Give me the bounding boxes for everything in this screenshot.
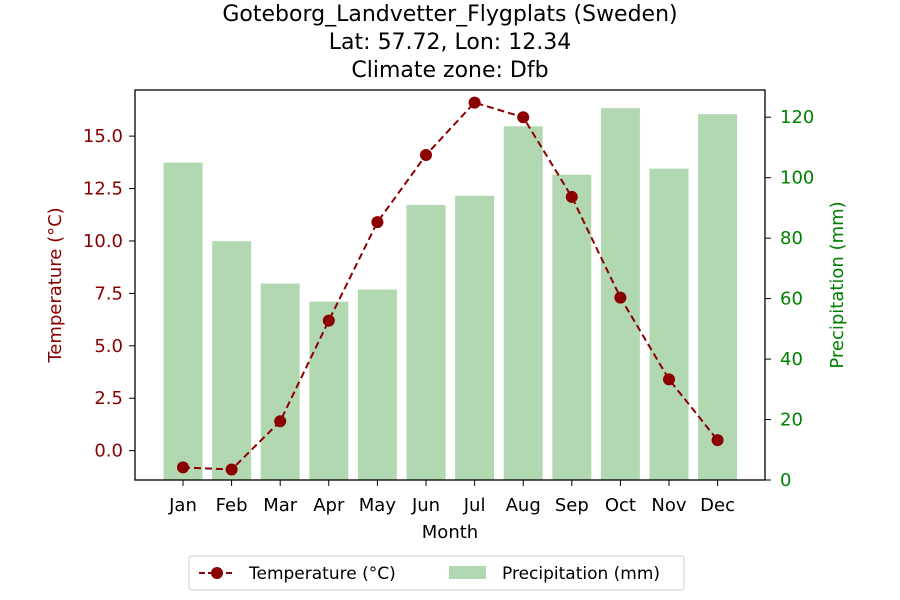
legend-temperature-label: Temperature (°C) — [248, 564, 396, 584]
x-tick-label: Jan — [168, 495, 197, 516]
temperature-line — [177, 96, 724, 476]
x-tick-label: Jun — [411, 495, 440, 516]
precipitation-bar-may — [357, 289, 397, 480]
title-line-1: Goteborg_Landvetter_Flygplats (Sweden) — [222, 2, 677, 27]
left-tick-label: 2.5 — [94, 388, 123, 409]
precipitation-bar-apr — [309, 301, 349, 480]
precipitation-bar-dec — [698, 114, 738, 481]
temperature-point-jul — [468, 96, 481, 109]
temperature-point-oct — [614, 291, 627, 304]
right-tick-label: 20 — [780, 410, 803, 431]
x-tick-label: Mar — [263, 495, 298, 516]
left-axis-label: Temperature (°C) — [45, 207, 66, 363]
right-tick-label: 120 — [780, 107, 814, 128]
plot-area-frame — [134, 89, 766, 481]
legend-box — [188, 555, 685, 591]
temperature-point-apr — [322, 314, 335, 327]
title-line-2: Lat: 57.72, Lon: 12.34 — [329, 30, 571, 55]
left-tick-label: 10.0 — [83, 231, 123, 252]
precipitation-bars — [163, 108, 738, 481]
temperature-point-jun — [420, 149, 432, 161]
left-tick-label: 5.0 — [94, 336, 123, 357]
precipitation-bar-jun — [406, 204, 446, 480]
precipitation-bar-nov — [649, 168, 689, 480]
x-axis-ticks: Jan Feb Mar Apr May Jun Jul Aug Sep Oct Nov Dec — [168, 480, 735, 516]
legend-precipitation-label: Precipitation (mm) — [502, 564, 660, 584]
precipitation-bar-jan — [163, 162, 203, 480]
x-tick-label: Jul — [463, 495, 486, 516]
x-tick-label: May — [359, 495, 397, 516]
temperature-point-aug — [517, 111, 530, 124]
x-tick-label: Apr — [313, 495, 345, 516]
left-tick-label: 15.0 — [83, 126, 123, 147]
legend-precipitation-swatch-icon — [449, 566, 486, 579]
x-tick-label: Feb — [216, 495, 248, 516]
precipitation-bar-mar — [260, 283, 300, 480]
right-tick-label: 60 — [780, 289, 803, 310]
x-tick-label: Oct — [605, 495, 636, 516]
right-tick-label: 100 — [780, 168, 814, 189]
right-tick-label: 0 — [780, 470, 791, 491]
left-axis-ticks: 0.0 2.5 5.0 7.5 10.0 12.5 15.0 — [83, 126, 135, 462]
temperature-point-sep — [565, 190, 578, 203]
right-axis-label: Precipitation (mm) — [827, 201, 848, 368]
precipitation-bar-jul — [455, 195, 495, 480]
x-tick-label: Aug — [506, 495, 541, 516]
temperature-point-feb — [225, 463, 238, 476]
title-line-3: Climate zone: Dfb — [351, 58, 548, 83]
precipitation-bar-sep — [552, 174, 592, 480]
legend: Temperature (°C) Precipitation (mm) — [188, 555, 685, 591]
x-axis-label: Month — [422, 522, 478, 543]
x-tick-label: Dec — [700, 495, 735, 516]
left-tick-label: 12.5 — [83, 179, 123, 200]
x-tick-label: Sep — [555, 495, 589, 516]
temperature-point-mar — [274, 415, 287, 428]
right-tick-label: 40 — [780, 349, 803, 370]
left-tick-label: 0.0 — [94, 441, 123, 462]
chart-title: Goteborg_Landvetter_Flygplats (Sweden) L… — [222, 2, 677, 83]
temperature-point-may — [371, 216, 384, 229]
precipitation-bar-aug — [503, 126, 543, 481]
temperature-series-line — [182, 101, 719, 471]
temperature-point-nov — [663, 373, 675, 386]
x-tick-label: Nov — [651, 495, 686, 516]
left-tick-label: 7.5 — [94, 283, 123, 304]
right-tick-label: 80 — [780, 228, 803, 249]
right-axis-ticks: 0 20 40 60 80 100 120 — [765, 107, 814, 491]
precipitation-bar-feb — [212, 241, 252, 480]
legend-temperature-marker-icon — [211, 567, 223, 579]
temperature-point-jan — [177, 461, 189, 474]
temperature-point-dec — [711, 434, 724, 447]
